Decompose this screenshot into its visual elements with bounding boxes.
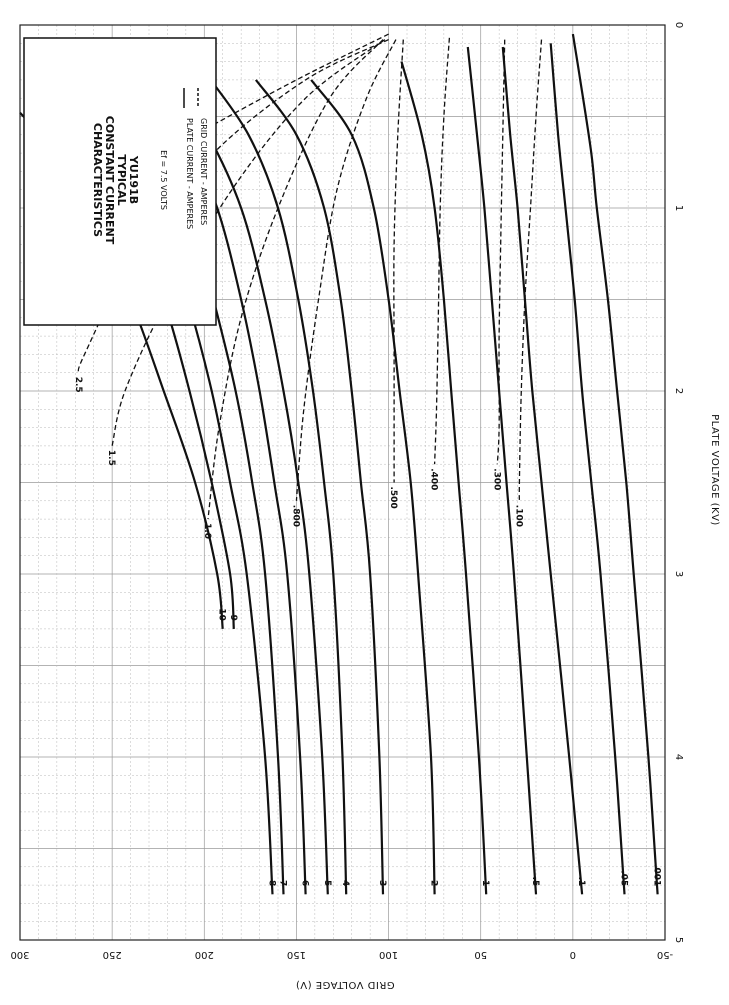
plate-curve-label: .1 bbox=[576, 877, 586, 887]
plate-curve-label: 1 bbox=[480, 880, 490, 886]
grid-curve-1.0 bbox=[207, 39, 384, 520]
chart-title-line-1: YU191B bbox=[127, 155, 140, 204]
x-tick-label: 4 bbox=[673, 754, 684, 760]
legend-grid-label: GRID CURRENT - AMPERES bbox=[199, 118, 208, 225]
grid-curve-label: .500 bbox=[388, 487, 398, 509]
plate-curve-0.1 bbox=[501, 46, 584, 895]
x-tick-label: 2 bbox=[673, 388, 684, 394]
filament-voltage: Ef = 7.5 VOLTS bbox=[159, 150, 168, 210]
y-tick-label: 150 bbox=[287, 949, 306, 960]
grid-curve-.100 bbox=[518, 39, 543, 501]
grid-lines bbox=[19, 24, 666, 941]
grid-curve-1.5 bbox=[111, 39, 386, 447]
y-axis-title: GRID VOLTAGE (V) bbox=[295, 979, 394, 990]
chart-title-line-3: CONSTANT CURRENT bbox=[103, 116, 116, 245]
y-ticks: -50 0 50 100 150 200 250 300 bbox=[10, 949, 673, 960]
legend-grid-entry: GRID CURRENT - AMPERES bbox=[197, 88, 208, 225]
y-tick-label: 200 bbox=[195, 949, 214, 960]
plate-curve-label: 2 bbox=[429, 880, 439, 886]
plate-curve-label: .5 bbox=[530, 877, 540, 887]
legend-frame bbox=[23, 37, 217, 326]
plate-curve-0.001 bbox=[571, 33, 659, 895]
plate-curve-label: 5 bbox=[322, 880, 332, 886]
x-tick-label: 5 bbox=[673, 937, 684, 943]
grid-curve-label: 1.0 bbox=[202, 523, 212, 539]
x-tick-label: 1 bbox=[673, 205, 684, 211]
plate-curve-label: 4 bbox=[340, 880, 350, 886]
plate-current-curves bbox=[19, 33, 659, 895]
x-tick-label: 0 bbox=[673, 22, 684, 28]
plate-curve-2 bbox=[310, 79, 436, 895]
legend-plate-entry: PLATE CURRENT - AMPERES bbox=[183, 88, 194, 229]
curve-labels: 10987654321.5.1.05.0012.02.51.51.0.800.5… bbox=[51, 221, 662, 886]
y-tick-label: 100 bbox=[379, 949, 398, 960]
plate-curve-5 bbox=[170, 79, 329, 895]
plate-curve-1 bbox=[400, 61, 488, 895]
plate-curve-3 bbox=[255, 79, 385, 895]
x-tick-label: 3 bbox=[673, 571, 684, 577]
y-tick-label: 50 bbox=[474, 949, 487, 960]
grid-curve-2.5 bbox=[77, 39, 389, 373]
legend-plate-label: PLATE CURRENT - AMPERES bbox=[185, 118, 194, 229]
grid-curve-label: .800 bbox=[290, 505, 300, 527]
legend-box: YU191B TYPICAL CONSTANT CURRENT CHARACTE… bbox=[23, 37, 217, 326]
chart-title-line-2: TYPICAL bbox=[115, 154, 128, 205]
plate-curve-label: .001 bbox=[652, 864, 662, 886]
plate-curve-label: .05 bbox=[618, 870, 628, 886]
plate-curve-4 bbox=[207, 75, 348, 895]
y-tick-label: 0 bbox=[570, 949, 576, 960]
grid-curve-label: .400 bbox=[429, 468, 439, 490]
plate-curve-label: 8 bbox=[266, 880, 276, 886]
plate-curve-0.5 bbox=[466, 46, 538, 895]
grid-curve-.400 bbox=[433, 37, 451, 465]
plot-frame bbox=[19, 24, 666, 941]
plate-curve-label: 10 bbox=[217, 608, 227, 621]
plate-curve-label: 9 bbox=[228, 615, 238, 621]
plate-curve-0.05 bbox=[549, 43, 626, 895]
y-tick-label: 250 bbox=[103, 949, 122, 960]
plate-curve-label: 6 bbox=[300, 880, 310, 886]
plate-curve-label: 7 bbox=[278, 880, 288, 886]
grid-curve-.800 bbox=[295, 39, 397, 501]
grid-curve-label: 1.5 bbox=[106, 450, 116, 466]
grid-curve-label: .100 bbox=[513, 505, 523, 527]
x-axis-title: PLATE VOLTAGE (KV) bbox=[709, 414, 720, 526]
y-tick-label: 300 bbox=[10, 949, 29, 960]
plate-curve-label: 3 bbox=[377, 880, 387, 886]
chart-title-line-4: CHARACTERISTICS bbox=[91, 123, 104, 237]
grid-curve-.500 bbox=[393, 39, 404, 483]
y-tick-label: -50 bbox=[657, 949, 673, 960]
grid-curve-.300 bbox=[496, 39, 506, 465]
grid-curve-label: .300 bbox=[491, 468, 501, 490]
grid-curve-label: 2.5 bbox=[73, 377, 83, 393]
x-ticks: 0 1 2 3 4 5 bbox=[673, 22, 684, 943]
